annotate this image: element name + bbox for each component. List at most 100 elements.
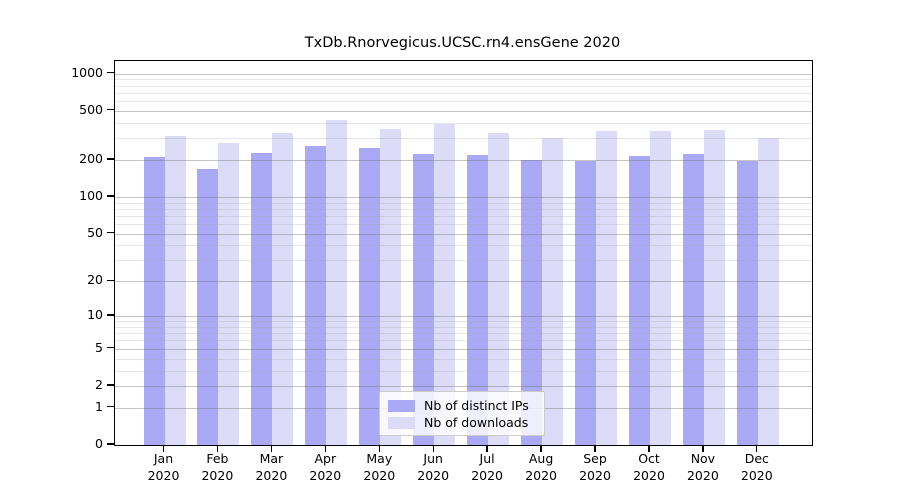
x-tick-year: 2020	[363, 467, 396, 483]
x-tick-label-mar: Mar 2020	[243, 451, 299, 484]
y-tick-mark-1	[107, 406, 114, 408]
gridline-minor	[115, 208, 812, 210]
gridline-minor	[115, 92, 812, 94]
y-tick-mark-100	[107, 195, 114, 197]
y-tick-mark-20	[107, 279, 114, 281]
x-tick-label-may: May 2020	[351, 451, 407, 484]
x-tick-year: 2020	[201, 467, 234, 483]
bar-downloads-jun	[434, 124, 456, 445]
x-tick-year: 2020	[309, 467, 342, 483]
gridline-2	[115, 385, 812, 387]
plot-area	[114, 60, 813, 446]
y-tick-label-2: 2	[95, 376, 103, 392]
x-tick-mark-jul	[486, 445, 488, 452]
gridline-5	[115, 348, 812, 350]
bar-distinct-ips-dec	[736, 160, 758, 445]
x-tick-month: Dec	[744, 451, 769, 466]
y-tick-label-50: 50	[87, 224, 103, 240]
y-tick-label-0: 0	[95, 436, 103, 451]
x-tick-label-oct: Oct 2020	[621, 451, 677, 484]
legend-label-downloads: Nb of downloads	[424, 415, 529, 430]
bar-downloads-aug	[542, 138, 564, 445]
chart-title: TxDb.Rnorvegicus.UCSC.rn4.ensGene 2020	[304, 35, 621, 51]
gridline-100	[115, 196, 812, 198]
x-tick-year: 2020	[255, 467, 288, 483]
y-tick-label-1000: 1000	[71, 64, 103, 80]
x-tick-year: 2020	[579, 467, 611, 483]
bar-distinct-ips-feb	[197, 168, 219, 445]
gridline-minor	[115, 340, 812, 342]
x-tick-month: Mar	[259, 451, 284, 466]
y-tick-mark-500	[107, 109, 114, 111]
gridline-minor	[115, 370, 812, 372]
x-tick-label-apr: Apr 2020	[297, 451, 353, 484]
x-tick-month: Feb	[206, 451, 229, 466]
y-tick-mark-50	[107, 231, 114, 234]
gridline-minor	[115, 358, 812, 360]
x-tick-month: Oct	[638, 451, 660, 466]
x-tick-mark-aug	[540, 445, 542, 452]
gridline-minor	[115, 138, 812, 140]
bar-distinct-ips-apr	[305, 146, 327, 445]
x-tick-label-jan: Jan 2020	[136, 451, 192, 484]
y-tick-label-500: 500	[79, 101, 103, 117]
x-tick-mark-jun	[432, 445, 434, 452]
x-tick-year: 2020	[633, 467, 665, 483]
x-tick-year: 2020	[525, 467, 557, 483]
bar-distinct-ips-jan	[143, 156, 165, 445]
y-tick-mark-1000	[107, 71, 114, 74]
x-tick-month: Jun	[423, 451, 443, 466]
bar-distinct-ips-mar	[251, 153, 273, 445]
bar-downloads-sep	[596, 130, 617, 445]
gridline-20	[115, 281, 812, 283]
gridline-minor	[115, 85, 812, 87]
y-tick-mark-5	[107, 347, 114, 349]
x-tick-mark-mar	[270, 445, 273, 452]
bar-downloads-jul	[488, 132, 510, 445]
x-tick-mark-apr	[324, 445, 326, 452]
x-tick-label-aug: Aug 2020	[513, 451, 569, 484]
legend-swatch-distinct-ips	[388, 399, 415, 412]
x-tick-mark-oct	[648, 445, 650, 452]
gridline-minor	[115, 224, 812, 225]
bar-downloads-dec	[757, 138, 779, 445]
x-tick-mark-dec	[756, 445, 758, 452]
gridline-minor	[115, 79, 812, 81]
y-tick-mark-0	[107, 443, 114, 445]
x-tick-label-jun: Jun 2020	[405, 451, 461, 484]
bar-downloads-apr	[326, 119, 348, 445]
gridline-minor	[115, 326, 812, 328]
bar-downloads-oct	[650, 130, 671, 445]
x-tick-month: May	[366, 451, 393, 466]
y-tick-label-20: 20	[87, 272, 103, 288]
gridline-200	[115, 159, 812, 161]
bar-distinct-ips-nov	[682, 153, 704, 445]
x-tick-label-sep: Sep 2020	[567, 451, 623, 484]
x-tick-month: Nov	[690, 451, 716, 466]
bar-downloads-jan	[164, 136, 186, 445]
bar-distinct-ips-jul	[467, 155, 489, 445]
gridline-minor	[115, 245, 812, 247]
bar-downloads-may	[380, 128, 402, 445]
gridline-minor	[115, 333, 812, 335]
bar-distinct-ips-jun	[413, 154, 435, 445]
gridline-minor	[115, 101, 812, 102]
gridline-500	[115, 110, 812, 112]
y-tick-label-200: 200	[79, 150, 103, 166]
x-tick-label-dec: Dec 2020	[729, 451, 785, 484]
gridline-minor	[115, 215, 812, 217]
bar-distinct-ips-oct	[629, 155, 650, 445]
gridline-minor	[115, 122, 812, 124]
bar-distinct-ips-aug	[521, 159, 543, 445]
bar-distinct-ips-may	[359, 148, 381, 445]
x-tick-month: Jan	[153, 451, 174, 466]
y-tick-label-10: 10	[87, 307, 103, 323]
x-tick-mark-may	[378, 445, 380, 452]
legend: Nb of distinct IPs Nb of downloads	[379, 391, 545, 436]
y-tick-label-100: 100	[79, 187, 103, 203]
gridline-minor	[115, 321, 812, 323]
gridline-minor	[115, 202, 812, 204]
y-tick-label-1: 1	[95, 398, 103, 414]
legend-swatch-downloads	[388, 416, 415, 429]
